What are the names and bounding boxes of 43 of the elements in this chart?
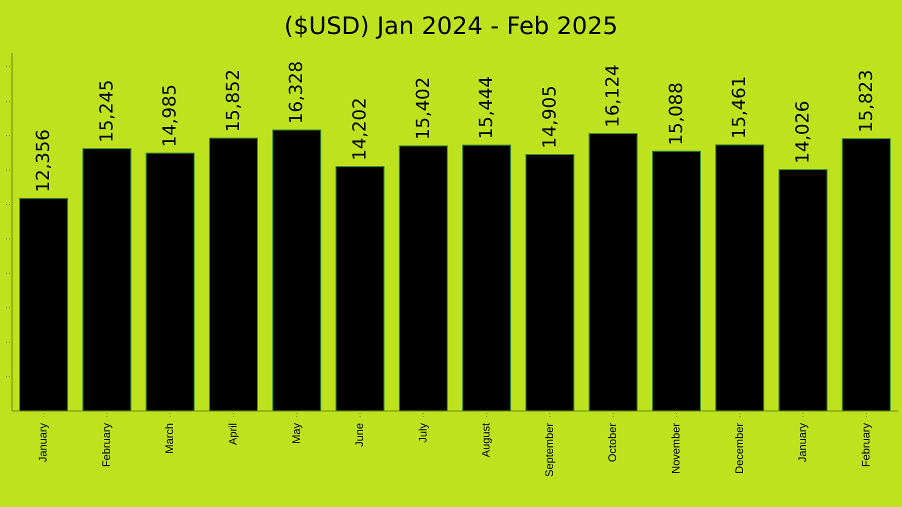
bar	[208, 138, 258, 411]
data-label: 16,328	[286, 60, 308, 124]
x-tick-label: February	[860, 422, 872, 468]
data-label: 14,905	[539, 85, 560, 148]
x-tick-label: February	[100, 422, 113, 468]
bar	[842, 138, 891, 411]
bar	[336, 166, 385, 411]
bar	[462, 144, 512, 411]
bar	[588, 132, 638, 411]
bar	[272, 129, 322, 411]
data-label: 14,985	[160, 84, 181, 148]
bar	[525, 154, 574, 411]
bar	[146, 152, 195, 411]
data-label: 14,202	[350, 98, 371, 161]
x-tick-label: July	[417, 422, 430, 443]
x-tick-label: January	[38, 422, 50, 462]
bar	[19, 198, 68, 411]
bar	[652, 150, 701, 411]
bar	[715, 144, 764, 411]
data-label: 15,444	[476, 76, 498, 140]
data-label: 15,402	[412, 76, 434, 140]
x-tick-label: January	[797, 422, 810, 462]
x-tick-label: October	[607, 422, 620, 462]
x-tick-label: September	[544, 422, 556, 477]
bar	[398, 145, 448, 411]
bar	[778, 169, 828, 411]
x-tick-label: May	[290, 422, 303, 444]
x-tick-label: April	[228, 423, 240, 446]
x-tick-label: June	[354, 423, 366, 447]
x-tick-label: November	[670, 422, 682, 474]
data-label: 14,026	[792, 100, 814, 164]
x-tick-label: December	[734, 422, 746, 474]
x-tick-label: August	[480, 423, 493, 458]
x-tick-label: March	[164, 423, 176, 454]
bar	[82, 148, 132, 411]
data-label: 12,356	[33, 129, 54, 192]
data-label: 15,461	[729, 76, 750, 139]
data-label: 15,823	[856, 70, 877, 133]
data-label: 15,088	[666, 82, 687, 146]
chart-title: ($USD) Jan 2024 - Feb 2025	[283, 11, 619, 42]
data-label: 15,245	[96, 80, 118, 143]
data-label: 16,124	[602, 64, 624, 128]
data-label: 15,852	[222, 69, 244, 132]
